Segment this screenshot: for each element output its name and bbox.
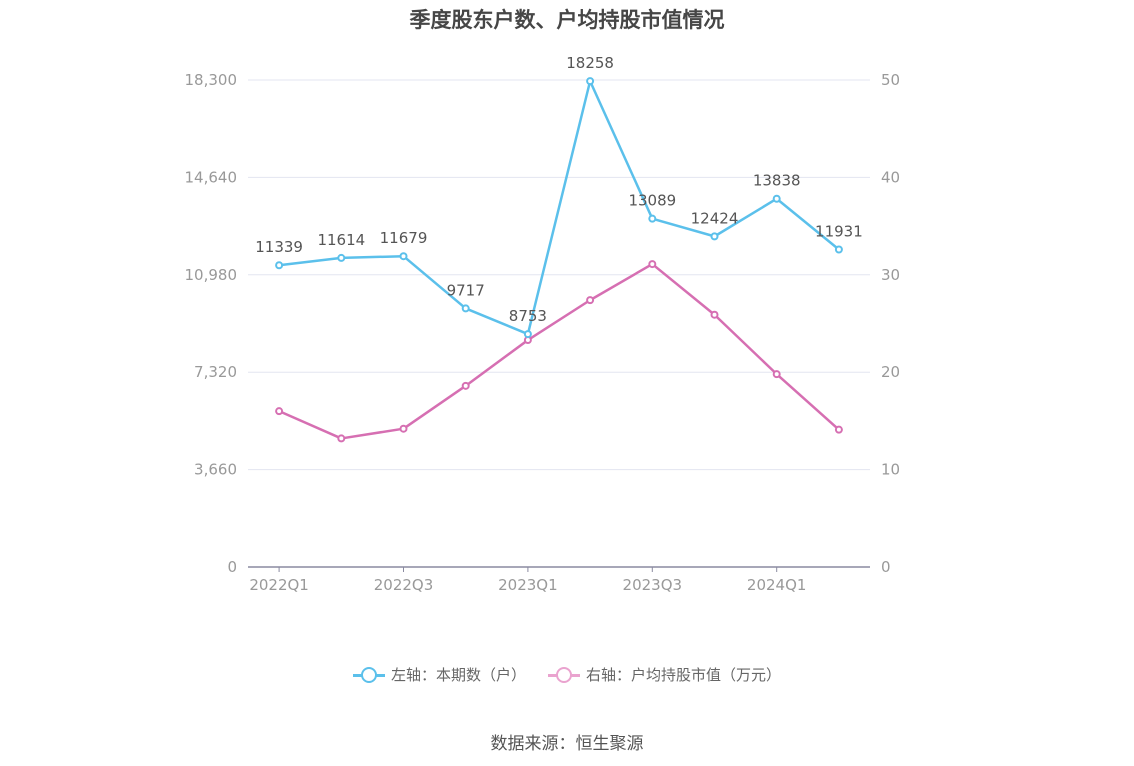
data-point-left bbox=[337, 253, 346, 262]
y-left-tick-label: 7,320 bbox=[194, 363, 237, 381]
data-label: 18258 bbox=[566, 54, 614, 72]
data-point-right bbox=[772, 370, 781, 379]
data-point-left bbox=[461, 304, 470, 313]
y-right-tick-label: 0 bbox=[881, 558, 891, 576]
legend-item-right[interactable]: 右轴：户均持股市值（万元） bbox=[548, 664, 781, 685]
x-tick-label: 2023Q3 bbox=[623, 576, 683, 594]
legend-swatch-right-icon bbox=[548, 665, 580, 685]
data-point-right bbox=[834, 425, 843, 434]
y-right-tick-label: 30 bbox=[881, 266, 900, 284]
y-left-tick-label: 0 bbox=[227, 558, 237, 576]
data-label: 9717 bbox=[447, 281, 485, 299]
y-right-tick-label: 10 bbox=[881, 461, 900, 479]
x-tick-label: 2024Q1 bbox=[747, 576, 807, 594]
y-left-tick-label: 14,640 bbox=[185, 168, 238, 186]
data-label: 11339 bbox=[255, 238, 303, 256]
data-point-right bbox=[275, 407, 284, 416]
data-point-left bbox=[834, 245, 843, 254]
data-label: 13089 bbox=[628, 192, 676, 210]
data-point-right bbox=[461, 381, 470, 390]
y-right-tick-label: 50 bbox=[881, 71, 900, 89]
data-point-left bbox=[275, 261, 284, 270]
data-point-right bbox=[337, 434, 346, 443]
chart-title: 季度股东户数、户均持股市值情况 bbox=[409, 8, 725, 32]
y-right-tick-label: 20 bbox=[881, 363, 900, 381]
legend-label-left: 左轴：本期数（户） bbox=[390, 666, 526, 684]
y-left-tick-label: 3,660 bbox=[194, 461, 237, 479]
y-left-tick-label: 18,300 bbox=[185, 71, 238, 89]
legend-label-right: 右轴：户均持股市值（万元） bbox=[586, 666, 782, 684]
x-tick-label: 2022Q1 bbox=[249, 576, 309, 594]
data-label: 8753 bbox=[509, 307, 547, 325]
data-point-right bbox=[399, 424, 408, 433]
data-point-left bbox=[710, 232, 719, 241]
data-point-left bbox=[648, 214, 657, 223]
data-point-right bbox=[648, 260, 657, 269]
line-chart: 0 0 3,660 10 7,320 20 10,980 30 14,640 40 18,300 50… bbox=[185, 54, 901, 594]
data-label: 11931 bbox=[815, 222, 863, 240]
data-point-right bbox=[586, 296, 595, 305]
data-label: 12424 bbox=[691, 209, 739, 227]
data-point-left bbox=[586, 77, 595, 86]
series-line-left bbox=[278, 79, 840, 336]
data-label: 11614 bbox=[317, 231, 365, 249]
y-left-tick-label: 10,980 bbox=[185, 266, 238, 284]
x-tick-label: 2023Q1 bbox=[498, 576, 558, 594]
data-label: 11679 bbox=[380, 229, 428, 247]
data-point-left bbox=[399, 252, 408, 261]
y-right-tick-label: 40 bbox=[881, 168, 900, 186]
data-label: 13838 bbox=[753, 172, 801, 190]
legend: 左轴：本期数（户） 右轴：户均持股市值（万元） bbox=[0, 664, 1134, 685]
x-tick-label: 2022Q3 bbox=[374, 576, 434, 594]
data-point-left bbox=[772, 194, 781, 203]
data-point-right bbox=[710, 310, 719, 319]
legend-item-left[interactable]: 左轴：本期数（户） bbox=[352, 664, 526, 685]
legend-swatch-left-icon bbox=[352, 665, 385, 685]
data-point-left bbox=[523, 330, 532, 339]
series-line-right bbox=[278, 262, 840, 440]
data-source: 数据来源：恒生聚源 bbox=[490, 734, 644, 754]
